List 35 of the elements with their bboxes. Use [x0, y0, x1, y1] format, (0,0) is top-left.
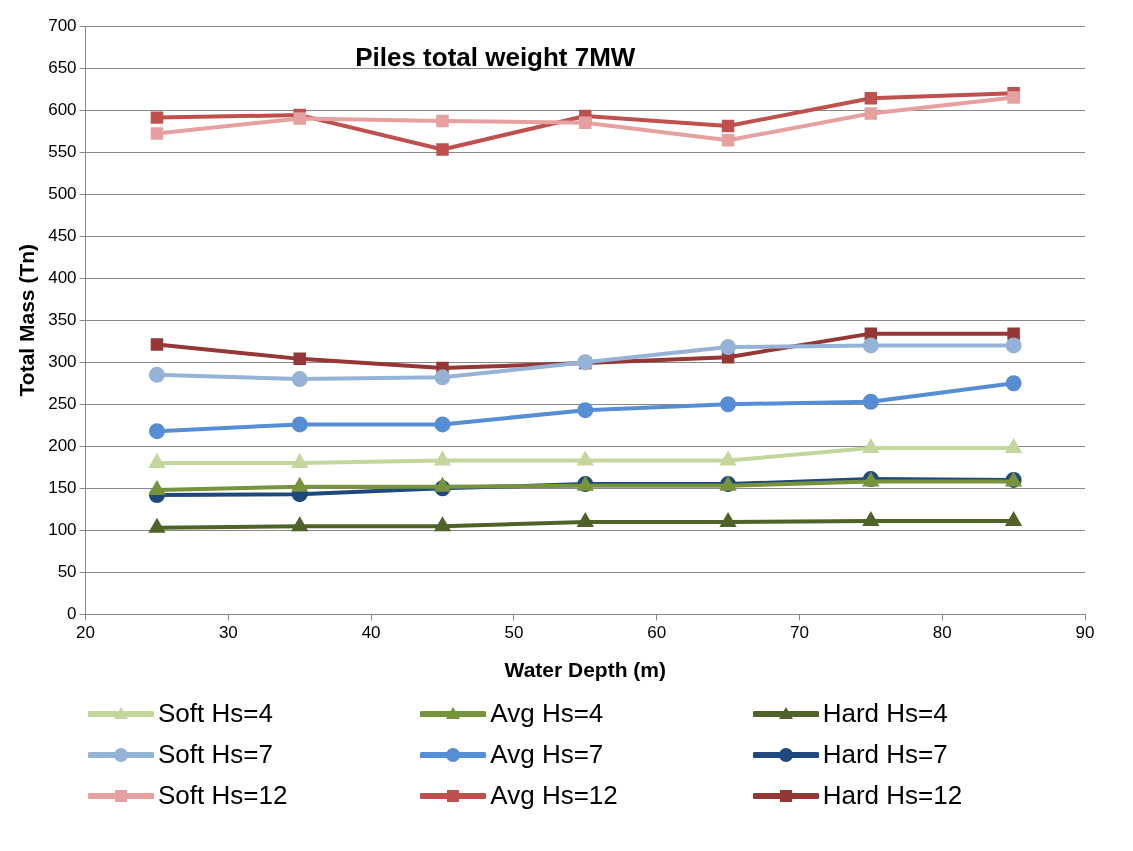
legend-label: Hard Hs=4: [822, 698, 948, 729]
y-tick-label: 100: [48, 520, 77, 540]
x-tick-label: 70: [789, 623, 809, 643]
x-tick-label: 40: [361, 623, 381, 643]
y-tick-label: 0: [67, 604, 77, 624]
y-tick-label: 450: [48, 225, 77, 245]
x-tick-label: 80: [932, 623, 952, 643]
legend-label: Avg Hs=4: [490, 698, 604, 729]
y-tick-label: 650: [48, 57, 77, 77]
x-tick-label: 60: [647, 623, 667, 643]
legend-label: Soft Hs=7: [158, 739, 273, 770]
legend-label: Avg Hs=12: [490, 780, 618, 811]
legend-label: Soft Hs=4: [158, 698, 273, 729]
y-tick-label: 700: [48, 15, 77, 35]
y-axis-title: Total Mass (Tn): [15, 243, 39, 397]
x-tick-label: 20: [76, 623, 96, 643]
legend-label: Hard Hs=7: [822, 739, 948, 770]
y-tick-label: 300: [48, 351, 77, 371]
text: Piles total weight 7MW: [355, 42, 636, 73]
y-tick-label: 550: [48, 141, 77, 161]
y-tick-label: 500: [48, 183, 77, 203]
legend-label: Avg Hs=7: [490, 739, 604, 770]
y-tick-label: 200: [48, 435, 77, 455]
x-tick-label: 30: [218, 623, 238, 643]
x-tick-label: 90: [1075, 623, 1095, 643]
y-tick-label: 350: [48, 309, 77, 329]
y-tick-label: 150: [48, 478, 77, 497]
y-tick-label: 600: [48, 99, 77, 119]
legend-label: Soft Hs=12: [158, 780, 288, 811]
y-tick-label: 400: [48, 267, 77, 287]
y-tick-label: 50: [57, 562, 77, 582]
legend-label: Hard Hs=12: [822, 780, 963, 811]
x-tick-label: 50: [504, 623, 524, 643]
y-tick-label: 250: [48, 393, 77, 413]
x-axis-title: Water Depth (m): [504, 658, 666, 682]
